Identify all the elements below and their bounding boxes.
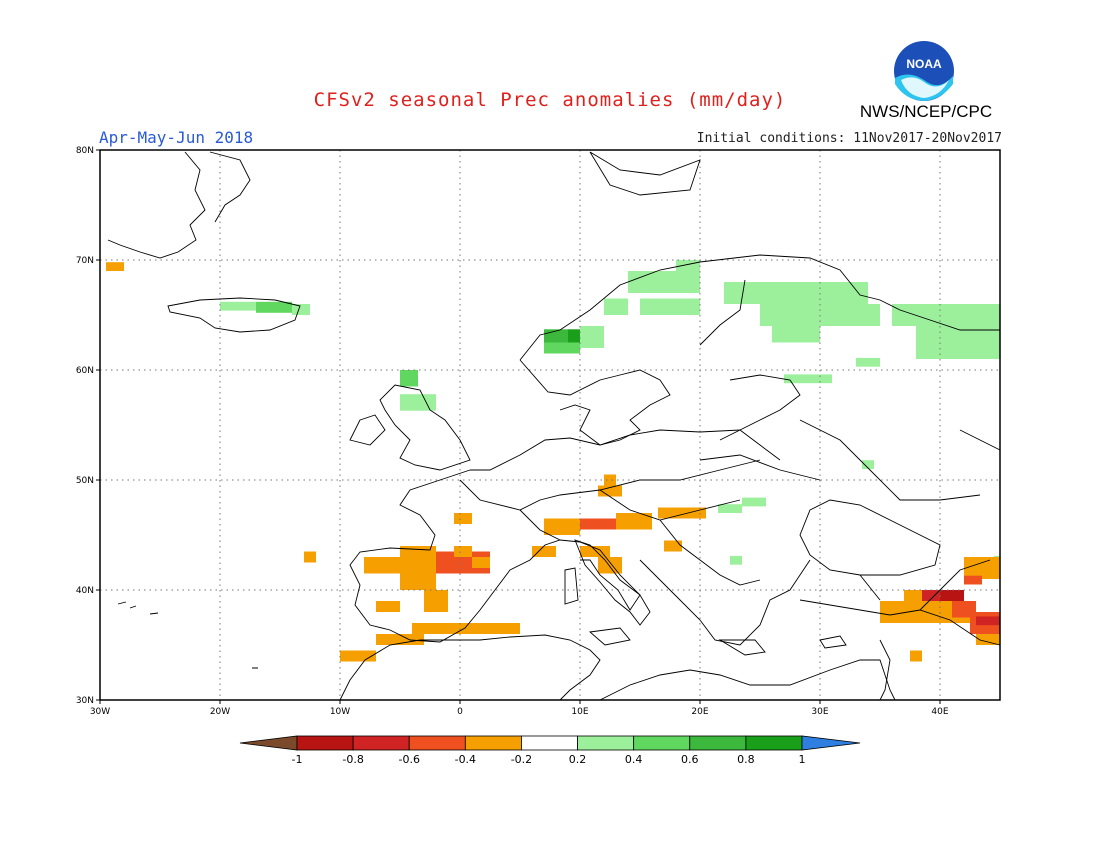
anomaly-cell bbox=[400, 370, 418, 387]
lon-tick-label: 30E bbox=[811, 707, 828, 717]
anomaly-cell bbox=[376, 601, 400, 612]
anomaly-cells bbox=[106, 260, 1000, 662]
anomaly-cell bbox=[742, 497, 766, 507]
colorbar-low-arrow bbox=[239, 735, 298, 751]
anomaly-cell bbox=[304, 551, 316, 563]
anomaly-cell bbox=[976, 616, 1000, 626]
anomaly-cell bbox=[664, 540, 682, 552]
anomaly-cell bbox=[892, 304, 1000, 326]
anomaly-cell bbox=[640, 298, 700, 315]
anomaly-cell bbox=[424, 590, 448, 612]
map-frame bbox=[99, 149, 1001, 701]
anomaly-cell bbox=[340, 650, 376, 662]
anomaly-cell bbox=[910, 650, 922, 662]
colorbar-swatch bbox=[745, 735, 803, 751]
anomaly-cell bbox=[580, 326, 604, 348]
colorbar-label: 1 bbox=[799, 753, 806, 766]
anomaly-cell bbox=[916, 326, 1000, 359]
anomaly-cell bbox=[400, 546, 436, 590]
anomaly-cell bbox=[862, 460, 874, 469]
colorbar-label: -1 bbox=[292, 753, 303, 766]
anomaly-cell bbox=[454, 546, 472, 557]
logo-text: NOAA bbox=[906, 57, 942, 71]
anomaly-cell bbox=[400, 394, 436, 411]
lon-tick-label: 20E bbox=[691, 707, 708, 717]
anomaly-cell bbox=[604, 474, 616, 486]
anomaly-cell bbox=[604, 298, 628, 315]
lon-tick-label: 0 bbox=[457, 707, 463, 717]
anomaly-cell bbox=[718, 504, 742, 513]
anomaly-cell bbox=[544, 342, 580, 354]
lat-tick-label: 60N bbox=[76, 366, 94, 376]
anomaly-cell bbox=[580, 546, 610, 557]
colorbar-swatch bbox=[577, 735, 635, 751]
map-gridlines bbox=[100, 150, 1000, 700]
lat-tick-label: 40N bbox=[76, 586, 94, 596]
colorbar-label: 0.4 bbox=[625, 753, 643, 766]
agency-label: NWS/NCEP/CPC bbox=[859, 102, 993, 121]
colorbar-swatch bbox=[352, 735, 410, 751]
anomaly-cell bbox=[784, 374, 832, 384]
anomaly-cell bbox=[724, 282, 868, 304]
lon-tick-label: 40E bbox=[931, 707, 948, 717]
anomaly-cell bbox=[922, 590, 940, 601]
anomaly-cell bbox=[730, 555, 742, 565]
anomaly-cell bbox=[412, 623, 520, 634]
colorbar-swatch bbox=[689, 735, 747, 751]
colorbar-swatch bbox=[633, 735, 691, 751]
colorbar-label: -0.4 bbox=[455, 753, 476, 766]
anomaly-cell bbox=[220, 301, 256, 311]
lat-tick-label: 70N bbox=[76, 256, 94, 266]
anomaly-cell bbox=[676, 260, 700, 277]
colorbar-label: -0.8 bbox=[342, 753, 363, 766]
colorbar-label: 0.6 bbox=[681, 753, 699, 766]
lon-tick-label: 10E bbox=[571, 707, 588, 717]
lon-tick-label: 20W bbox=[210, 707, 230, 717]
lat-tick-label: 80N bbox=[76, 146, 94, 156]
lon-tick-label: 10W bbox=[330, 707, 350, 717]
anomaly-cell bbox=[964, 575, 982, 585]
colorbar-swatch bbox=[521, 735, 578, 751]
colorbar-swatch bbox=[408, 735, 466, 751]
initial-conditions: Initial conditions: 11Nov2017-20Nov2017 bbox=[696, 131, 1002, 146]
anomaly-cell bbox=[256, 301, 292, 313]
noaa-logo-icon: NOAA bbox=[893, 40, 955, 102]
anomaly-cell bbox=[544, 518, 580, 535]
anomaly-cell bbox=[964, 557, 1000, 579]
forecast-period: Apr-May-Jun 2018 bbox=[99, 128, 254, 147]
colorbar-swatch bbox=[464, 735, 522, 751]
anomaly-cell bbox=[472, 557, 490, 568]
anomaly-cell bbox=[376, 634, 424, 645]
lat-tick-label: 30N bbox=[76, 696, 94, 706]
anomaly-cell bbox=[364, 557, 400, 574]
coastlines-and-borders bbox=[107, 151, 1001, 701]
chart-title: CFSv2 seasonal Prec anomalies (mm/day) bbox=[313, 89, 787, 111]
colorbar-high-arrow bbox=[801, 735, 861, 751]
anomaly-cell bbox=[598, 557, 622, 574]
anomaly-cell bbox=[580, 518, 616, 530]
axis-tick-labels: 30W 20W 10W 0 10E 20E 30E 40E 30N 40N 50N 60N 70N 80N bbox=[76, 146, 949, 717]
anomaly-cell bbox=[772, 326, 820, 343]
anomaly-cell bbox=[106, 262, 124, 271]
anomaly-cell bbox=[658, 507, 706, 519]
anomaly-cell bbox=[856, 357, 880, 367]
anomaly-cell bbox=[940, 590, 964, 601]
lon-tick-label: 30W bbox=[90, 707, 110, 717]
colorbar-legend: -1 -0.8 -0.6 -0.4 -0.2 0.2 0.4 0.6 0.8 1 bbox=[239, 735, 861, 766]
lat-tick-label: 50N bbox=[76, 476, 94, 486]
colorbar-label: -0.2 bbox=[511, 753, 532, 766]
anomaly-cell bbox=[454, 513, 472, 524]
colorbar-label: -0.6 bbox=[398, 753, 419, 766]
anomaly-cell bbox=[616, 513, 652, 530]
colorbar-swatch bbox=[296, 735, 354, 751]
anomaly-cell bbox=[532, 546, 556, 557]
anomaly-cell bbox=[598, 485, 622, 497]
colorbar-label: 0.2 bbox=[569, 753, 587, 766]
colorbar-label: 0.8 bbox=[737, 753, 755, 766]
anomaly-cell bbox=[292, 304, 310, 315]
